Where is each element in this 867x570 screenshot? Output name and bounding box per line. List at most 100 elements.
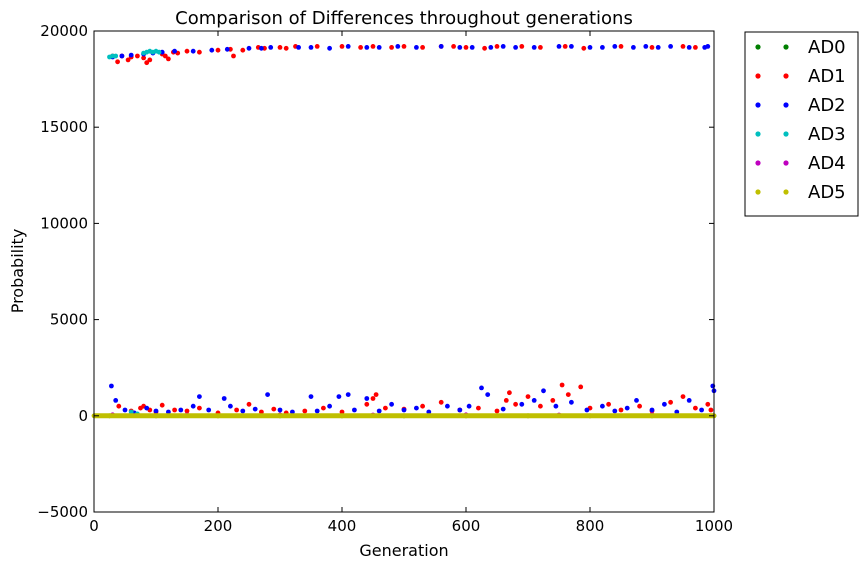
- data-point-ad2-47: [178, 407, 184, 413]
- data-point-ad2-31: [600, 45, 605, 50]
- legend-label-ad5: AD5: [808, 182, 846, 203]
- x-tick-label: 600: [452, 517, 481, 535]
- data-point-ad1-59: [271, 406, 277, 412]
- data-point-ad1-36: [494, 44, 500, 49]
- y-tick-label: 20000: [40, 22, 88, 40]
- data-point-ad1-91: [705, 401, 711, 407]
- chart-title: Comparison of Differences throughout gen…: [175, 8, 633, 29]
- data-point-ad1-51: [159, 402, 165, 408]
- data-point-ad1-69: [420, 403, 425, 409]
- data-point-ad1-85: [618, 407, 624, 413]
- data-point-ad1-77: [525, 394, 531, 399]
- data-point-ad2-82: [600, 403, 605, 409]
- legend-box: [744, 31, 859, 217]
- data-point-ad2-55: [265, 392, 270, 397]
- data-point-ad2-89: [686, 398, 692, 403]
- data-point-ad2-41: [113, 398, 119, 403]
- data-point-ad2-52: [228, 403, 233, 409]
- data-point-ad2-54: [252, 406, 258, 412]
- data-point-ad1-6: [141, 55, 147, 61]
- data-point-ad2-81: [584, 407, 590, 413]
- data-point-ad1-14: [184, 48, 190, 54]
- data-point-ad2-73: [479, 385, 484, 391]
- data-point-ad2-23: [469, 45, 475, 50]
- data-point-ad2-28: [556, 44, 562, 49]
- data-point-ad2-2: [128, 52, 134, 58]
- data-point-ad2-1: [119, 53, 125, 59]
- data-point-ad2-69: [426, 409, 432, 415]
- legend-marker: [755, 44, 761, 50]
- data-point-ad3-9: [128, 409, 134, 415]
- y-tick-label: 0: [78, 407, 88, 425]
- data-point-ad2-50: [206, 407, 212, 413]
- data-point-ad2-7: [190, 48, 196, 54]
- legend-marker: [755, 189, 761, 195]
- data-point-ad1-34: [463, 45, 469, 50]
- data-point-ad1-18: [231, 53, 236, 59]
- data-point-ad1-78: [538, 403, 543, 409]
- data-point-ad1-19: [240, 47, 246, 53]
- data-point-ad1-81: [565, 392, 571, 397]
- data-point-ad2-80: [569, 399, 574, 405]
- data-point-ad1-10: [162, 53, 168, 59]
- data-point-ad2-40: [109, 383, 114, 389]
- data-point-ad2-9: [224, 46, 230, 52]
- data-point-ad1-89: [680, 394, 686, 399]
- series-ad2: [109, 44, 717, 416]
- data-point-ad2-57: [290, 409, 295, 415]
- data-point-ad1-22: [277, 45, 283, 50]
- legend-marker: [755, 131, 761, 137]
- legend-label-ad1: AD1: [808, 66, 846, 87]
- data-point-ad2-71: [457, 407, 463, 413]
- data-point-ad2-35: [655, 45, 661, 50]
- x-axis: 0 200 400 600 800 1000: [89, 31, 733, 535]
- data-point-ad1-62: [321, 405, 326, 411]
- data-point-ad2-11: [259, 45, 264, 51]
- data-point-ad2-70: [445, 403, 450, 409]
- data-point-ad2-33: [631, 45, 636, 50]
- data-point-ad2-53: [240, 408, 246, 414]
- data-point-ad2-18: [376, 45, 382, 50]
- data-point-ad1-82: [578, 384, 584, 390]
- data-point-ad1-80: [559, 382, 565, 388]
- data-point-ad2-79: [553, 403, 559, 409]
- data-point-ad2-13: [296, 45, 301, 50]
- legend-marker: [783, 131, 789, 137]
- plot-area: [94, 31, 714, 512]
- y-tick-label: 5000: [50, 311, 88, 329]
- data-point-ad2-29: [569, 44, 574, 49]
- data-point-ad2-48: [190, 403, 196, 409]
- data-point-ad1-88: [668, 399, 673, 405]
- data-point-ad2-84: [624, 405, 630, 411]
- data-point-ad1-43: [680, 44, 686, 49]
- data-point-ad2-15: [327, 45, 332, 51]
- data-point-ad1-15: [197, 49, 202, 55]
- data-point-ad1-33: [451, 44, 456, 49]
- data-layer: [91, 44, 717, 419]
- data-point-ad2-67: [401, 407, 407, 413]
- data-point-ad1-29: [389, 45, 394, 50]
- data-point-ad1-8: [147, 57, 153, 63]
- legend-label-ad2: AD2: [808, 95, 846, 116]
- data-point-ad2-68: [414, 405, 419, 411]
- data-point-ad2-65: [376, 408, 382, 414]
- data-point-ad1-27: [358, 45, 363, 50]
- data-point-ad1-7: [144, 60, 150, 66]
- data-point-ad1-11: [166, 56, 171, 62]
- plot-frame: [93, 30, 715, 513]
- data-point-ad1-35: [482, 45, 487, 51]
- data-point-ad1-74: [503, 398, 509, 403]
- data-point-ad1-56: [234, 407, 240, 413]
- data-point-ad2-66: [389, 401, 394, 407]
- data-point-ad2-74: [485, 392, 491, 397]
- legend-marker: [783, 160, 789, 166]
- data-point-ad2-44: [144, 405, 150, 411]
- data-point-ad2-14: [308, 45, 314, 50]
- data-point-ad1-26: [339, 44, 345, 49]
- data-point-ad3-2: [113, 53, 119, 59]
- legend-marker: [783, 73, 789, 79]
- data-point-ad3-8: [156, 49, 162, 55]
- data-point-ad2-59: [314, 408, 320, 414]
- legend-marker: [783, 102, 789, 108]
- data-point-ad2-6: [172, 48, 178, 54]
